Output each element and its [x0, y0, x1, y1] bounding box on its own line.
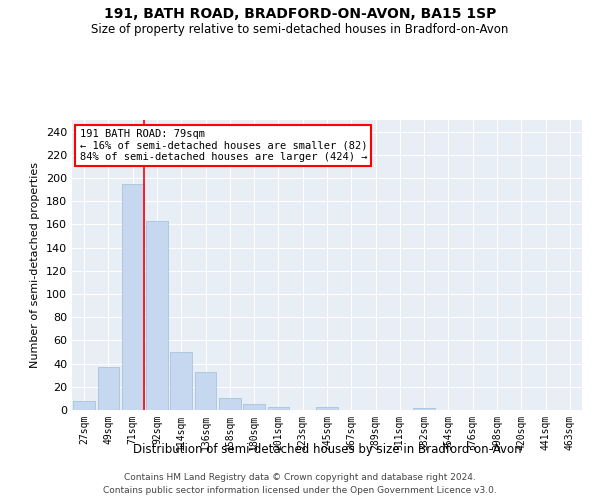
Text: Distribution of semi-detached houses by size in Bradford-on-Avon: Distribution of semi-detached houses by …: [133, 442, 521, 456]
Text: Contains public sector information licensed under the Open Government Licence v3: Contains public sector information licen…: [103, 486, 497, 495]
Bar: [219, 398, 241, 410]
Bar: [243, 404, 265, 410]
Bar: [146, 221, 168, 410]
Bar: [316, 406, 338, 410]
Y-axis label: Number of semi-detached properties: Number of semi-detached properties: [31, 162, 40, 368]
Bar: [97, 367, 119, 410]
Text: 191 BATH ROAD: 79sqm
← 16% of semi-detached houses are smaller (82)
84% of semi-: 191 BATH ROAD: 79sqm ← 16% of semi-detac…: [80, 128, 367, 162]
Text: 191, BATH ROAD, BRADFORD-ON-AVON, BA15 1SP: 191, BATH ROAD, BRADFORD-ON-AVON, BA15 1…: [104, 8, 496, 22]
Text: Size of property relative to semi-detached houses in Bradford-on-Avon: Size of property relative to semi-detach…: [91, 22, 509, 36]
Bar: [170, 352, 192, 410]
Bar: [122, 184, 143, 410]
Bar: [268, 406, 289, 410]
Text: Contains HM Land Registry data © Crown copyright and database right 2024.: Contains HM Land Registry data © Crown c…: [124, 472, 476, 482]
Bar: [194, 372, 217, 410]
Bar: [413, 408, 435, 410]
Bar: [73, 400, 95, 410]
